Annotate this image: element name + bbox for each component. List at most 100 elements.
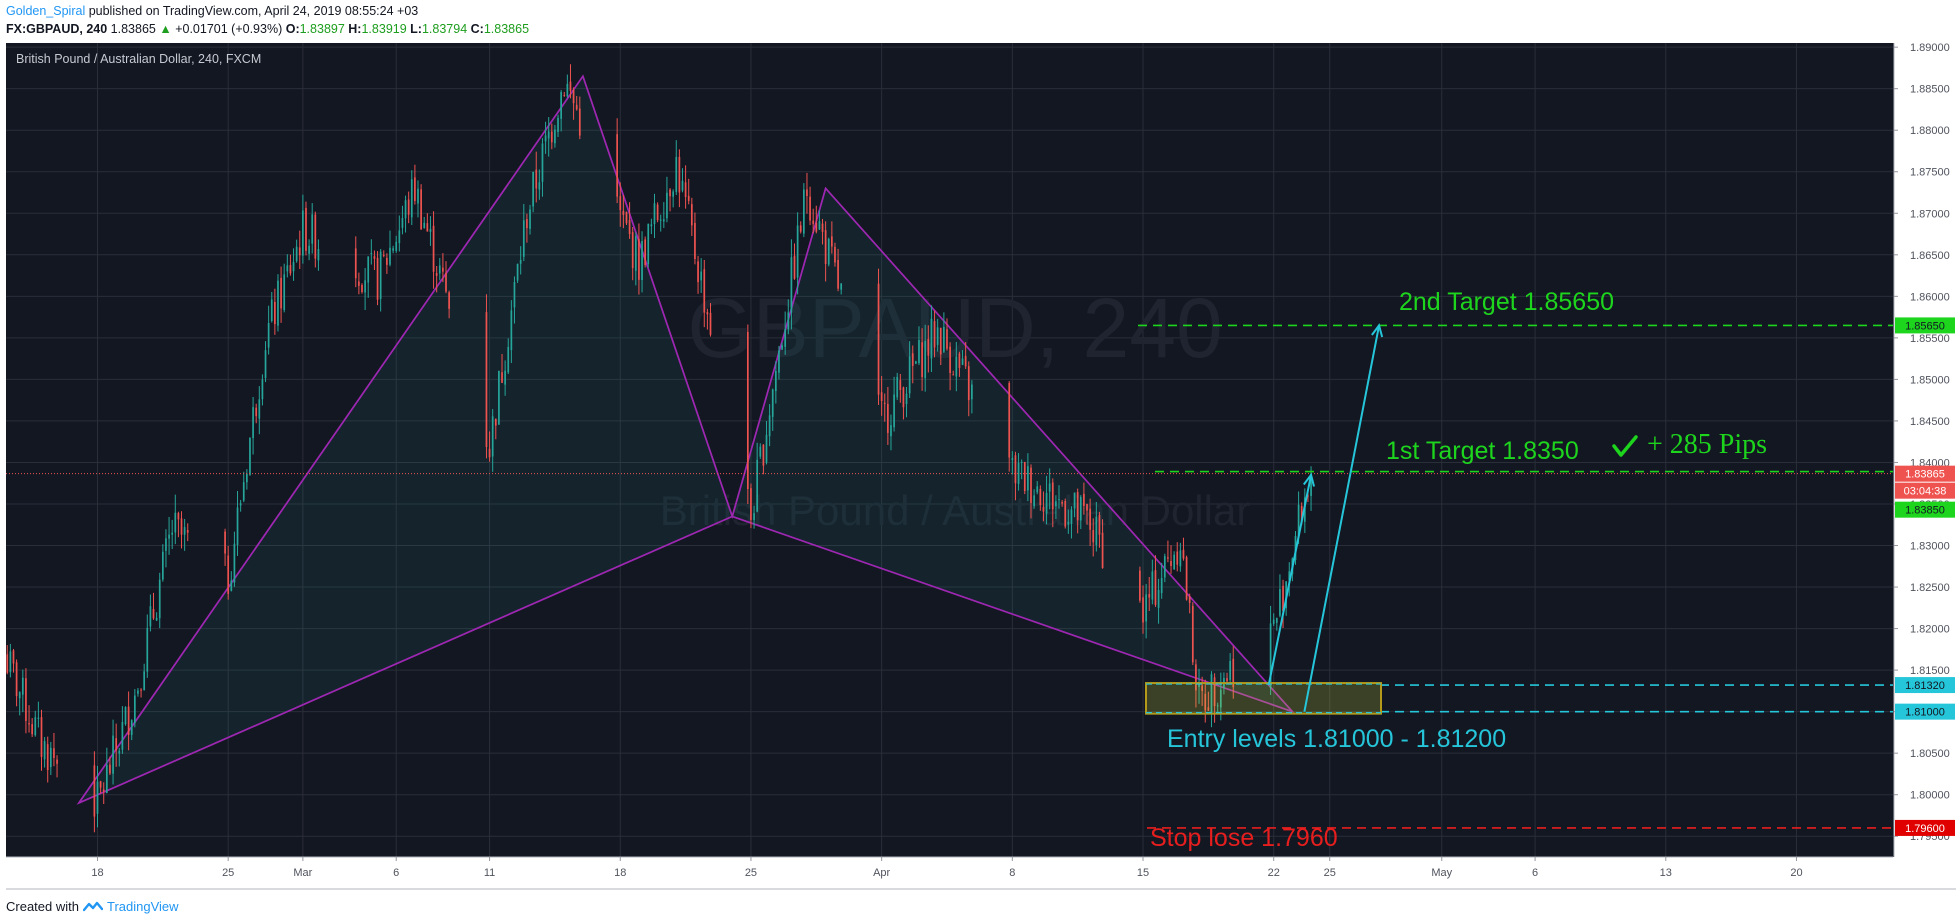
candle-body bbox=[1179, 550, 1182, 567]
candle-body bbox=[700, 271, 703, 281]
high-label: H: bbox=[348, 22, 362, 36]
candle-body bbox=[1139, 570, 1141, 601]
candle-body bbox=[1297, 504, 1300, 537]
candle-body bbox=[1195, 664, 1197, 691]
candle-body bbox=[488, 448, 491, 458]
candle-body bbox=[939, 327, 942, 355]
price-tick-label: 1.85000 bbox=[1910, 374, 1950, 386]
candle-body bbox=[890, 425, 892, 437]
candle-body bbox=[37, 717, 40, 719]
high-value: 1.83919 bbox=[361, 22, 407, 36]
candle-body bbox=[647, 223, 650, 264]
candle-body bbox=[1011, 458, 1014, 460]
time-tick-label: 18 bbox=[91, 867, 103, 879]
candle-body bbox=[270, 299, 273, 322]
candle-body bbox=[264, 350, 267, 378]
price-change: +0.01701 (+0.93%) bbox=[175, 22, 283, 36]
candle-body bbox=[236, 507, 239, 545]
time-tick-label: 25 bbox=[745, 867, 757, 879]
candle-body bbox=[498, 370, 500, 425]
candle-body bbox=[762, 444, 765, 466]
time-tick-label: 6 bbox=[393, 867, 399, 879]
candle-body bbox=[753, 513, 755, 521]
created-with-text: Created with bbox=[6, 899, 79, 914]
candle-body bbox=[1092, 530, 1095, 543]
candle-body bbox=[1030, 467, 1032, 503]
candle-body bbox=[118, 750, 121, 754]
candle-body bbox=[504, 370, 506, 385]
annotation-2nd-target: 2nd Target 1.85650 bbox=[1399, 288, 1614, 316]
chart-area[interactable] bbox=[6, 43, 1894, 857]
candle-body bbox=[541, 143, 544, 182]
candle-body bbox=[361, 285, 363, 293]
candle-body bbox=[1160, 578, 1163, 594]
candle-body bbox=[1310, 473, 1312, 496]
price-tick-label: 1.85500 bbox=[1910, 333, 1950, 345]
candle-body bbox=[952, 374, 955, 376]
candle-body bbox=[177, 513, 180, 520]
price-tick-label: 1.80500 bbox=[1910, 748, 1950, 760]
candle-body bbox=[526, 219, 528, 229]
price-badge-countdown: 03:04:38 bbox=[1904, 486, 1947, 498]
candle-body bbox=[255, 407, 258, 417]
candle-body bbox=[358, 281, 360, 286]
candle-body bbox=[423, 222, 426, 229]
candle-body bbox=[227, 555, 230, 594]
candle-body bbox=[224, 531, 226, 554]
candle-body bbox=[1173, 554, 1175, 570]
candle-body bbox=[1210, 674, 1213, 713]
candle-body bbox=[1058, 499, 1060, 501]
close-value: 1.83865 bbox=[483, 22, 530, 36]
candle-body bbox=[893, 394, 895, 428]
low-label: L: bbox=[410, 22, 422, 36]
candle-body bbox=[112, 735, 114, 774]
author-link[interactable]: Golden_Spiral bbox=[6, 4, 86, 18]
candle-body bbox=[575, 104, 578, 110]
candle-body bbox=[1232, 658, 1235, 688]
up-arrow-icon: ▲ bbox=[159, 22, 172, 36]
price-tick-label: 1.88500 bbox=[1910, 84, 1950, 96]
candle-body bbox=[317, 249, 320, 261]
time-tick-label: 6 bbox=[1532, 867, 1538, 879]
price-badge-1st-target-bg bbox=[1895, 501, 1955, 518]
candle-body bbox=[759, 446, 762, 457]
candle-body bbox=[9, 651, 12, 673]
candle-body bbox=[924, 340, 927, 379]
candle-body bbox=[354, 248, 357, 279]
candle-body bbox=[656, 204, 659, 221]
candle-body bbox=[99, 781, 102, 788]
candle-body bbox=[771, 389, 774, 417]
candle-body bbox=[687, 195, 690, 201]
candle-body bbox=[774, 370, 777, 392]
candle-body bbox=[650, 224, 653, 227]
candle-body bbox=[1033, 495, 1035, 507]
price-badge-stop-loss: 1.79600 bbox=[1905, 823, 1945, 835]
candle-body bbox=[619, 196, 622, 211]
open-value: 1.83897 bbox=[299, 22, 345, 36]
time-tick-label: 8 bbox=[1009, 867, 1015, 879]
candle-body bbox=[40, 717, 43, 757]
candle-body bbox=[809, 196, 811, 221]
time-tick-label: Apr bbox=[873, 867, 890, 879]
candle-body bbox=[784, 329, 787, 347]
candle-body bbox=[18, 692, 21, 699]
candle-body bbox=[230, 580, 233, 591]
time-tick-label: Mar bbox=[293, 867, 312, 879]
projection-arrow-head bbox=[1303, 472, 1316, 487]
time-tick-label: 13 bbox=[1660, 867, 1672, 879]
time-tick-label: 22 bbox=[1268, 867, 1280, 879]
price-tick-label: 1.80000 bbox=[1910, 790, 1950, 802]
candle-body bbox=[550, 131, 553, 143]
candle-body bbox=[105, 765, 108, 794]
candle-body bbox=[625, 211, 628, 224]
candle-body bbox=[56, 759, 58, 764]
candle-body bbox=[1089, 508, 1091, 530]
candle-body bbox=[302, 210, 304, 256]
candle-body bbox=[168, 534, 170, 539]
time-tick-label: 15 bbox=[1137, 867, 1149, 879]
tradingview-link[interactable]: TradingView bbox=[106, 899, 179, 914]
candle-body bbox=[563, 94, 566, 96]
candle-body bbox=[697, 261, 699, 283]
candle-body bbox=[53, 748, 55, 758]
